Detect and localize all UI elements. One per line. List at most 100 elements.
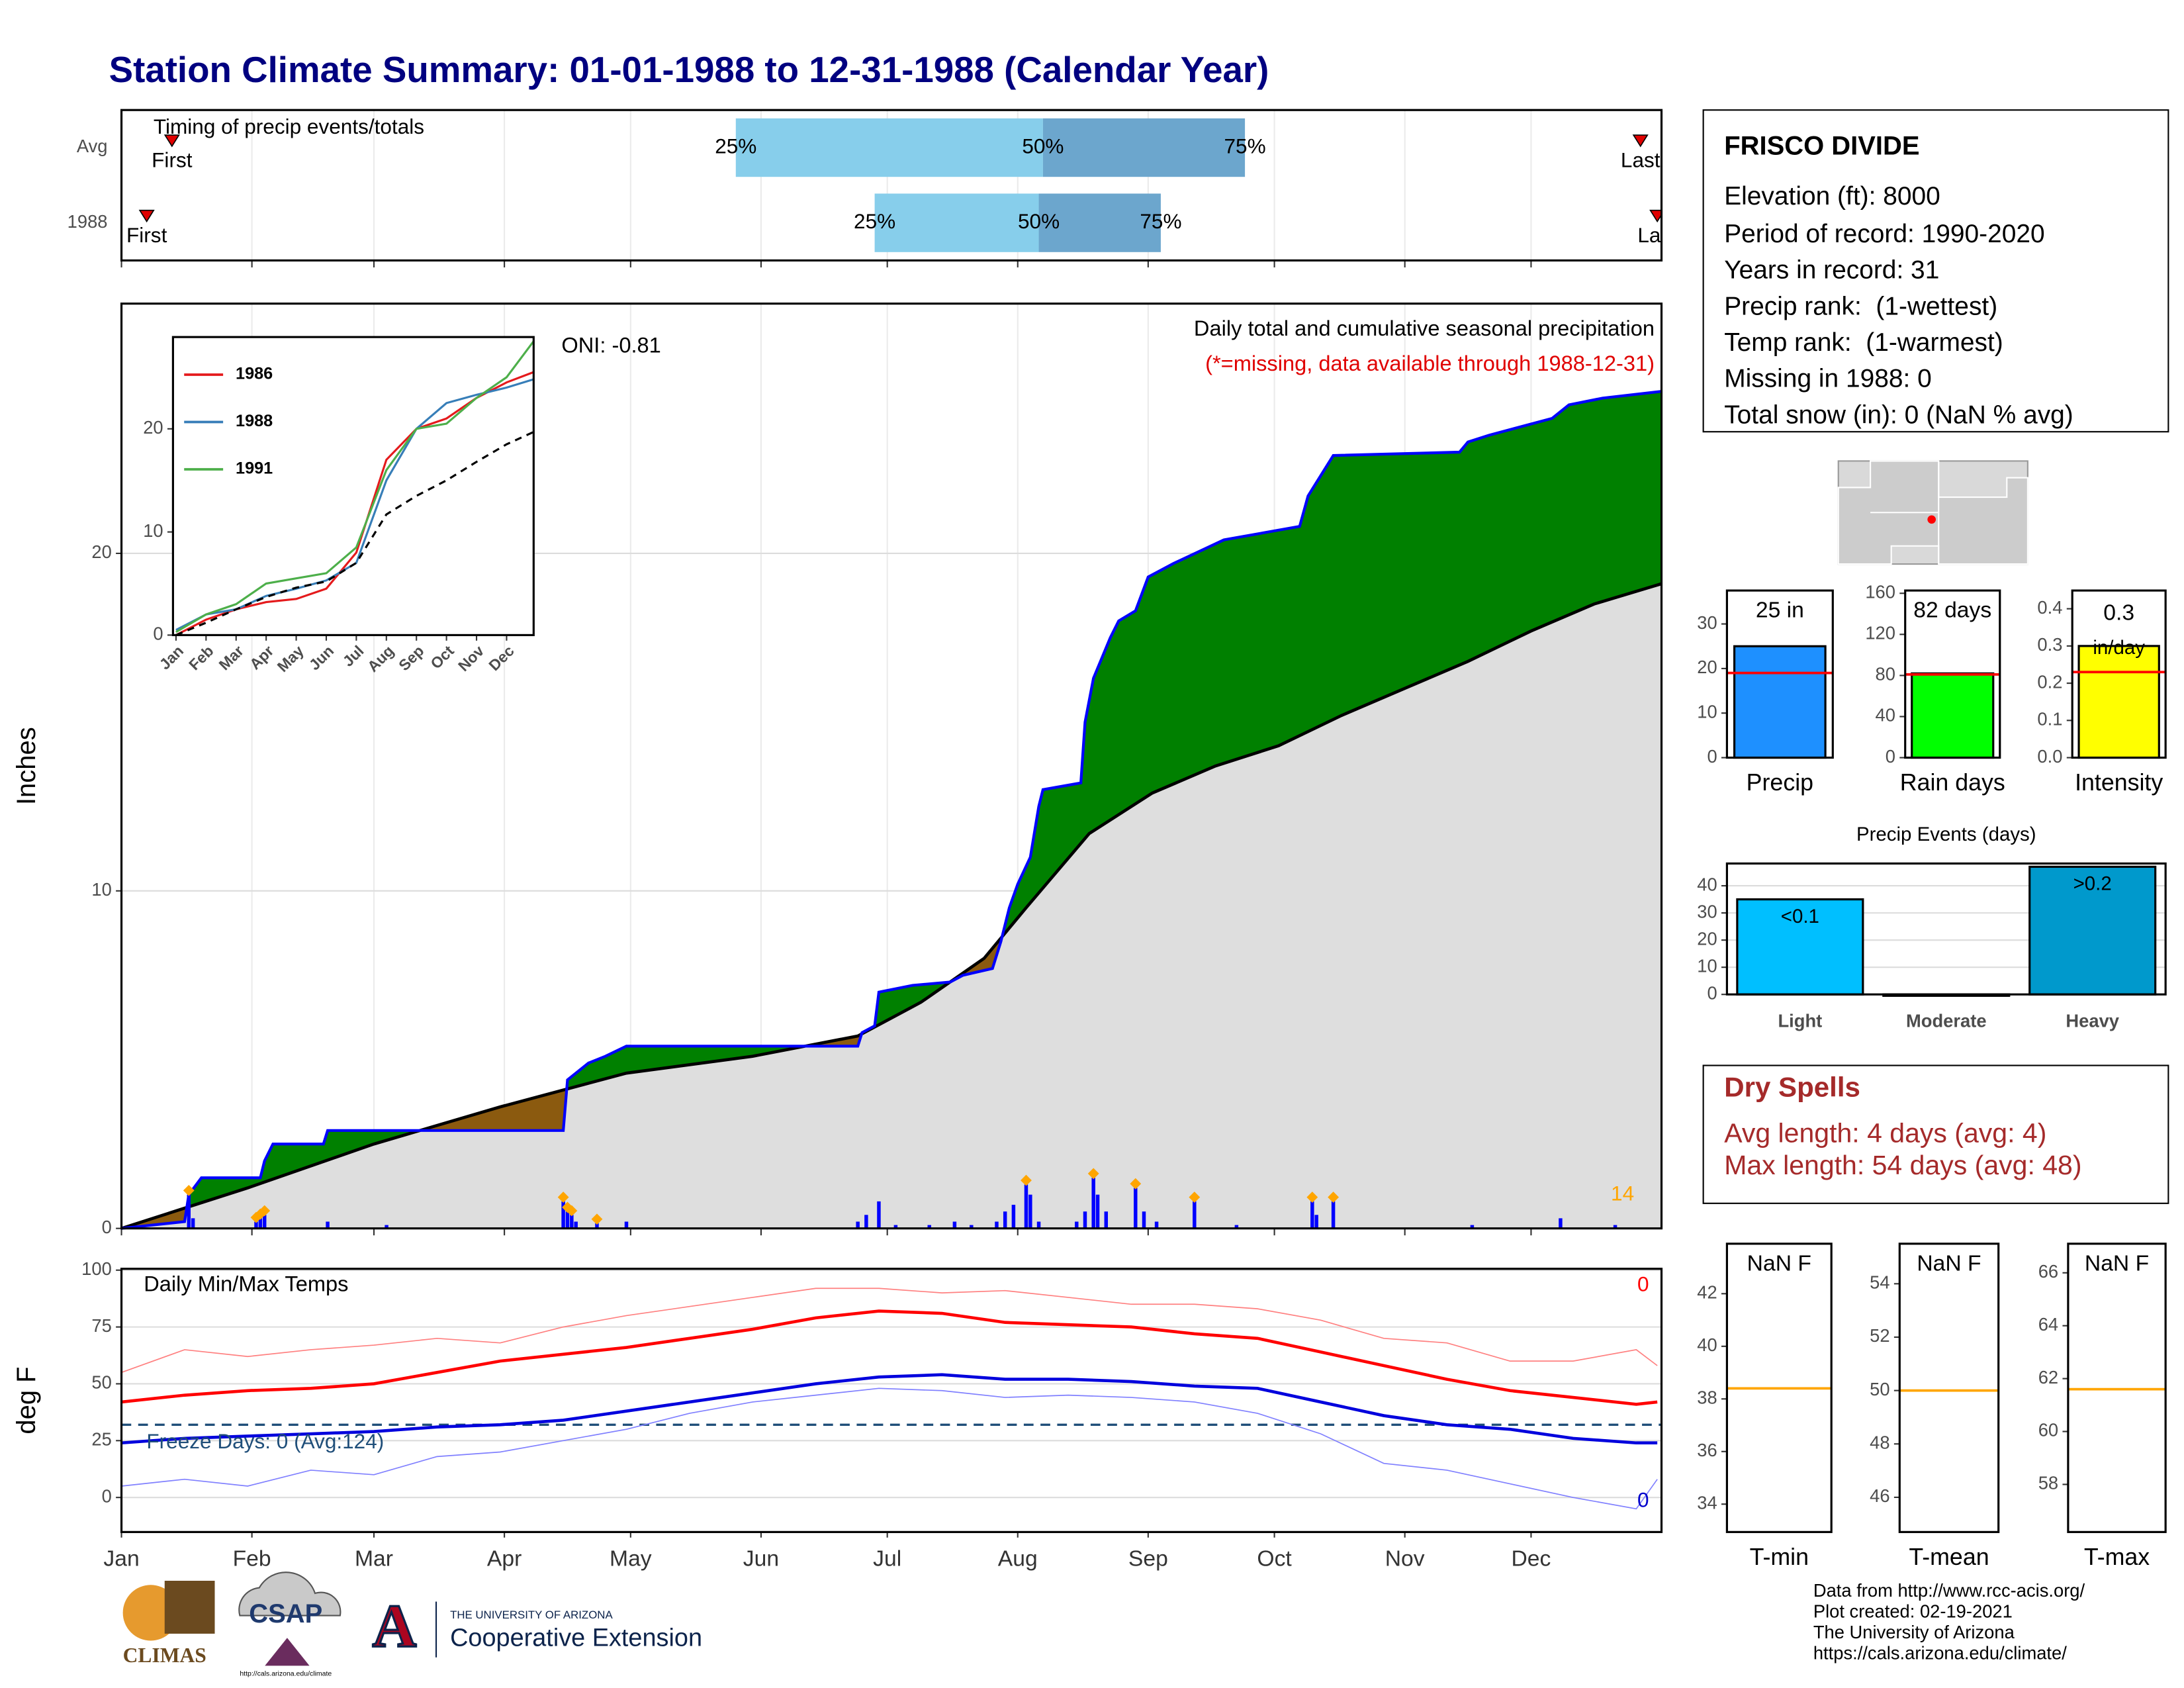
bar	[2077, 645, 2160, 759]
x-tick-label: Sep	[1128, 1546, 1168, 1571]
x-tick-label: Jun	[743, 1546, 779, 1571]
y-tick-label: 50	[1870, 1379, 1889, 1399]
plot-background	[2068, 1243, 2166, 1532]
y-tick-label: 10	[91, 879, 111, 900]
climas-logo: CLIMAS	[123, 1644, 206, 1667]
y-tick-label: 30	[1697, 612, 1717, 633]
station-box	[1702, 109, 2169, 433]
quartile-label: 50%	[1018, 209, 1060, 233]
y-tick-label: 66	[2038, 1261, 2058, 1282]
daily-bar	[1011, 1205, 1016, 1229]
event-label: Last	[1637, 223, 1677, 247]
y-tick-label: 46	[1870, 1485, 1889, 1506]
y-tick-label: 40	[1876, 705, 1895, 726]
category-label: Light	[1778, 1011, 1822, 1031]
daily-bar	[1331, 1201, 1336, 1229]
station-dot	[1927, 515, 1936, 524]
locator-map	[1837, 460, 2028, 565]
series-line	[175, 431, 534, 636]
category-label: Heavy	[2066, 1011, 2119, 1031]
x-tick-label: Feb	[233, 1546, 271, 1571]
quartile-label: 25%	[854, 209, 895, 233]
plot-frame	[1898, 1243, 2000, 1533]
y-tick-label: 42	[1697, 1282, 1717, 1303]
y-tick-label: 160	[1865, 581, 1895, 602]
csap-mountain	[265, 1638, 310, 1666]
daily-bar	[561, 1201, 565, 1229]
ua-name: THE UNIVERSITY OF ARIZONA	[450, 1609, 613, 1621]
footer-line: The University of Arizona	[1813, 1622, 2015, 1642]
y-tick-label: 100	[81, 1258, 112, 1279]
daily-bar	[1559, 1218, 1563, 1229]
footer-line: Plot created: 02-19-2021	[1813, 1601, 2013, 1622]
daily-bar	[1075, 1221, 1079, 1229]
daily-bar	[326, 1221, 330, 1229]
x-tick-label: Nov	[1385, 1546, 1425, 1571]
count-label: 0	[1637, 1487, 1649, 1511]
value-label: 25 in	[1756, 598, 1804, 623]
csap-logo: CSAP	[249, 1599, 322, 1628]
y-tick-label: 30	[1697, 901, 1717, 921]
panel-title: Daily total and cumulative seasonal prec…	[1194, 316, 1655, 340]
y-tick-label: 10	[1697, 701, 1717, 722]
legend-label: 1991	[236, 459, 273, 478]
ua-logo: A	[372, 1593, 416, 1660]
y-tick-label: 40	[1697, 1335, 1717, 1355]
y-tick-label: 20	[143, 417, 163, 438]
quartile-bar	[1042, 118, 1246, 177]
daily-bar	[1193, 1201, 1197, 1229]
daily-bar	[1142, 1211, 1146, 1229]
quartile-label: 25%	[715, 134, 756, 158]
plot-frame	[171, 336, 535, 636]
category-label: Moderate	[1906, 1011, 1987, 1031]
dry-spell-line: Avg length: 4 days (avg: 4)	[1724, 1118, 2046, 1149]
daily-bar	[624, 1221, 629, 1229]
logos: CLIMAS CSAP http://cals.arizona.edu/clim…	[122, 1571, 702, 1678]
y-tick-label: 64	[2038, 1314, 2058, 1335]
daily-bar	[191, 1218, 195, 1229]
heavy-flag	[259, 1205, 271, 1217]
dry-spell-line: Max length: 54 days (avg: 48)	[1724, 1150, 2081, 1180]
station-name: FRISCO DIVIDE	[1724, 132, 1919, 161]
daily-bar	[1234, 1225, 1239, 1229]
footer-line: Data from http://www.rcc-acis.org/	[1813, 1580, 2085, 1601]
quartile-bar	[735, 118, 1043, 177]
flag-count: 14	[1611, 1182, 1634, 1205]
x-tick-label: Jan	[103, 1546, 139, 1571]
quartile-label: 75%	[1224, 134, 1266, 158]
daily-bar	[952, 1221, 957, 1229]
daily-bar	[927, 1225, 931, 1229]
value-label: NaN F	[2085, 1251, 2149, 1276]
category-label: Intensity	[2075, 769, 2163, 796]
daily-bar	[1470, 1225, 1475, 1229]
event-marker	[163, 134, 180, 148]
y-tick-label: 0.4	[2037, 597, 2062, 618]
y-tick-label: 0	[153, 624, 163, 644]
y-axis-label: deg F	[12, 1366, 41, 1434]
y-tick-label: 0	[1707, 982, 1717, 1003]
y-tick-label: 34	[1697, 1492, 1717, 1513]
daily-bar	[565, 1211, 570, 1229]
legend-label: 1988	[236, 412, 273, 430]
station-line: Missing in 1988: 0	[1724, 365, 1932, 393]
station-line: Precip rank: (1-wettest)	[1724, 292, 1997, 320]
y-tick-label: 20	[91, 541, 111, 562]
series-line	[121, 1288, 1658, 1374]
station-line: Period of record: 1990-2020	[1724, 220, 2045, 248]
legend-label: 1986	[236, 365, 273, 383]
category-label: Rain days	[1900, 769, 2005, 796]
y-tick-label: 58	[2038, 1473, 2058, 1493]
quartile-bar	[1038, 193, 1161, 252]
climas-emblem	[164, 1580, 215, 1634]
row-label: 1988	[68, 211, 108, 232]
heavy-flag	[566, 1205, 578, 1217]
series-line	[121, 1373, 1658, 1445]
station-line: Elevation (ft): 8000	[1724, 182, 1940, 211]
y-tick-label: 52	[1870, 1325, 1889, 1346]
daily-bar	[258, 1218, 263, 1229]
y-tick-label: 0	[1886, 746, 1895, 767]
plot-frame	[2071, 589, 2167, 759]
daily-bar	[570, 1215, 574, 1229]
bar	[1733, 645, 1827, 759]
heavy-flag	[1021, 1174, 1032, 1186]
